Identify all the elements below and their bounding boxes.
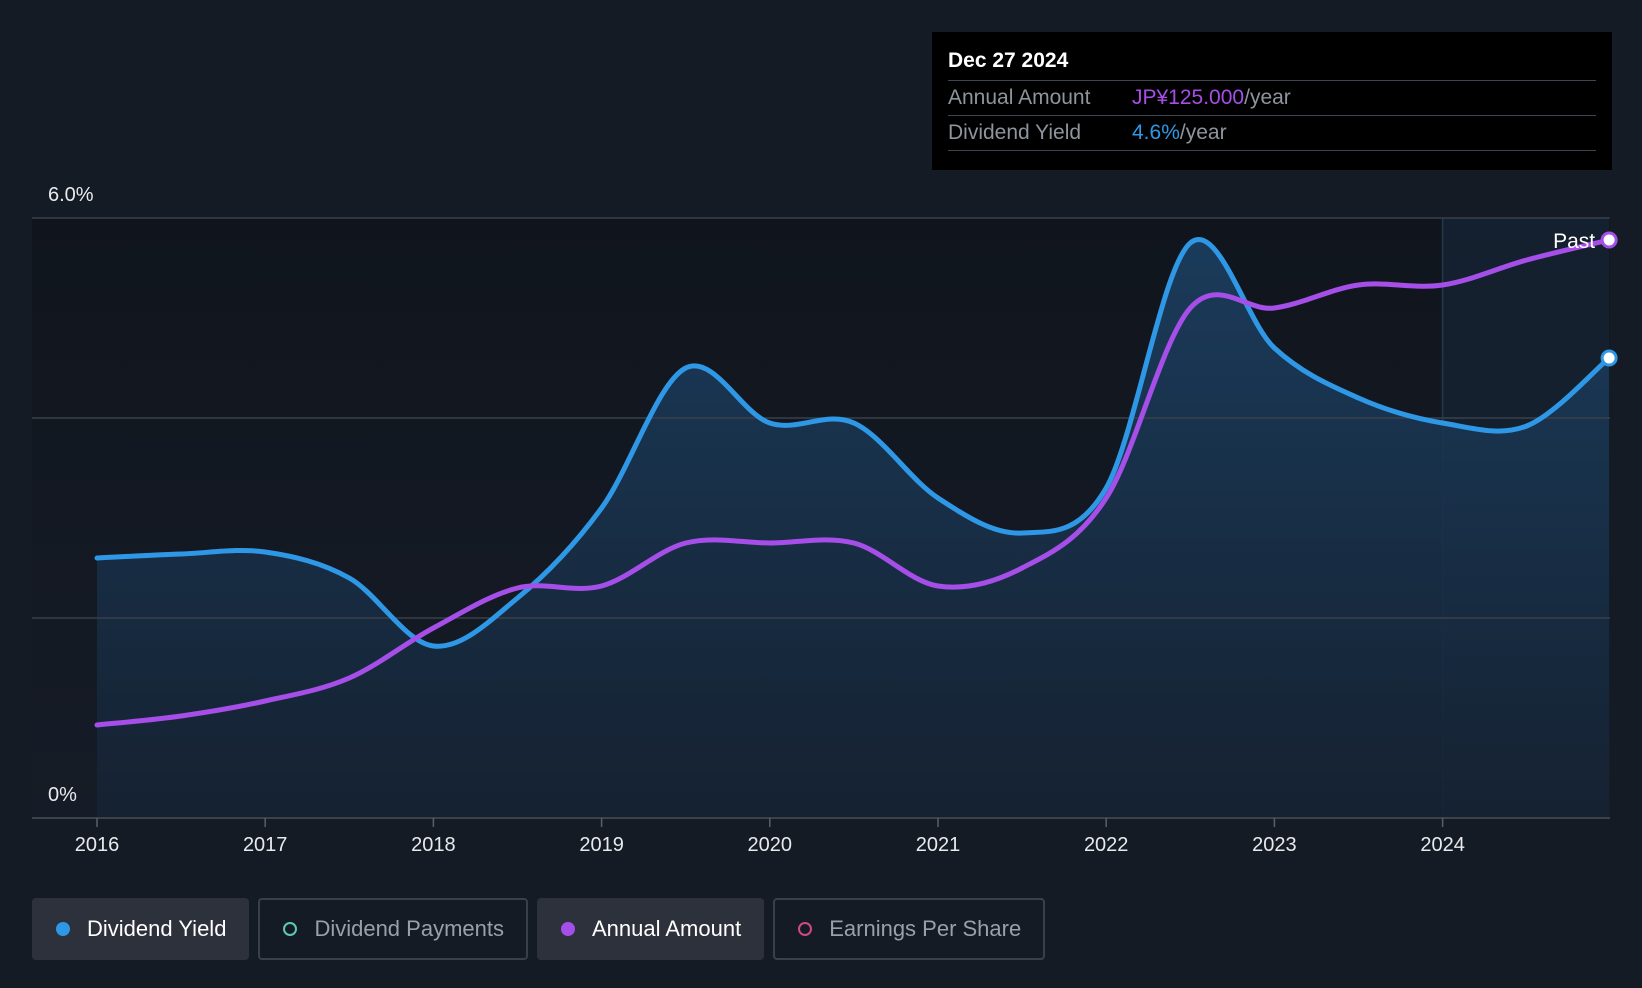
hover-tooltip: Dec 27 2024 Annual Amount JP¥125.000/yea… [932, 32, 1612, 170]
tooltip-row-dividend-yield: Dividend Yield 4.6%/year [948, 115, 1596, 151]
annual-amount-line [94, 237, 1612, 728]
tooltip-row-annual-amount: Annual Amount JP¥125.000/year [948, 80, 1596, 115]
x-tick-label: 2018 [411, 834, 456, 856]
tooltip-value: JP¥125.000 [1132, 86, 1245, 109]
y-tick-label: 0% [48, 784, 77, 806]
legend-toggle-dividend-yield[interactable]: Dividend Yield [32, 898, 250, 960]
x-tick-label: 2020 [748, 834, 793, 856]
tooltip-value: 4.6% [1132, 121, 1180, 144]
x-tick-label: 2023 [1252, 834, 1297, 856]
x-tick-label: 2016 [75, 834, 120, 856]
dividend-yield-area [97, 239, 1610, 818]
dividend-yield-dot-icon [56, 922, 70, 936]
tooltip-date: Dec 27 2024 [948, 49, 1069, 72]
tooltip-label: Annual Amount [948, 86, 1091, 109]
legend-toggle-annual-amount[interactable]: Annual Amount [536, 898, 765, 960]
annual-amount-end-marker [1600, 231, 1618, 249]
legend-label: Dividend Payments [314, 916, 504, 941]
legend-toggle-dividend-payments[interactable]: Dividend Payments [258, 898, 528, 960]
earnings-per-share-ring-icon [798, 922, 813, 936]
dividend-yield-line [94, 237, 1612, 649]
tooltip-unit: /year [1244, 86, 1291, 109]
tooltip-label: Dividend Yield [948, 121, 1082, 144]
past-label: Past [1553, 230, 1595, 253]
y-tick-label: 6.0% [48, 184, 94, 206]
annual-amount-dot-icon [560, 922, 575, 936]
legend-label: Earnings Per Share [829, 916, 1022, 941]
x-tick-label: 2021 [916, 834, 961, 856]
tooltip-unit: /year [1179, 121, 1227, 144]
legend-label: Dividend Yield [87, 916, 227, 941]
legend-label: Annual Amount [591, 916, 742, 941]
legend-toggle-earnings-per-share[interactable]: Earnings Per Share [773, 898, 1046, 960]
dividend-payments-ring-icon [283, 922, 298, 936]
x-tick-label: 2019 [579, 834, 624, 856]
chart-legend: Dividend Yield Dividend Payments Annual … [32, 898, 1046, 960]
x-tick-label: 2024 [1420, 834, 1465, 856]
x-tick-label: 2022 [1084, 834, 1129, 856]
x-tick-label: 2017 [243, 834, 288, 856]
dividend-yield-end-marker [1600, 349, 1618, 367]
